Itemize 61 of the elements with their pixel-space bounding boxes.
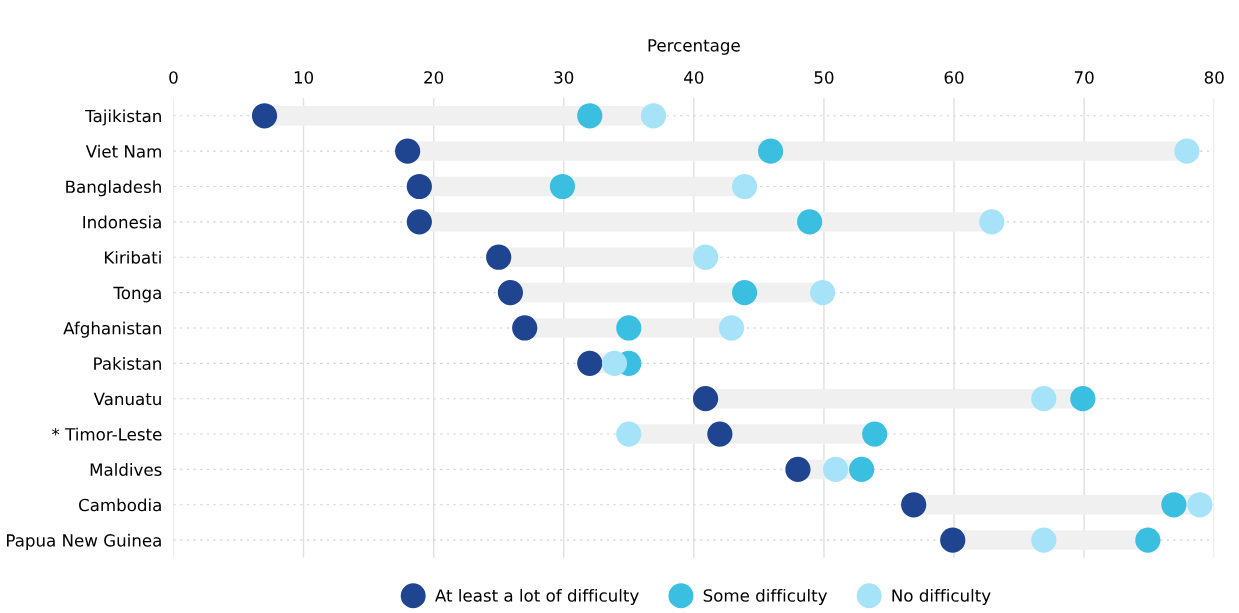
y-tick-label: Papua New Guinea bbox=[7, 533, 161, 550]
point bbox=[1031, 527, 1057, 553]
y-tick-label: Kiribati bbox=[104, 250, 161, 264]
point bbox=[901, 492, 927, 518]
point bbox=[862, 421, 888, 447]
legend-label: Some difficulty bbox=[703, 588, 828, 606]
point bbox=[823, 456, 849, 483]
point bbox=[707, 421, 733, 447]
point bbox=[1031, 386, 1057, 412]
y-tick-label: Cambodia bbox=[78, 498, 161, 512]
point bbox=[549, 173, 576, 200]
x-tick-label: 70 bbox=[1074, 71, 1094, 84]
point bbox=[577, 103, 603, 129]
x-tick-label: 30 bbox=[554, 71, 574, 84]
point bbox=[251, 103, 278, 129]
x-tick-label: 40 bbox=[684, 71, 704, 84]
point bbox=[718, 315, 745, 341]
y-tick-label: Pakistan bbox=[94, 356, 161, 370]
y-tick-label: Tajikistan bbox=[85, 109, 161, 126]
legend-label: At least a lot of difficulty bbox=[435, 588, 639, 606]
point bbox=[979, 209, 1005, 235]
point bbox=[497, 279, 524, 306]
point bbox=[1161, 492, 1187, 518]
y-tick-label: Viet Nam bbox=[85, 144, 161, 158]
point bbox=[640, 103, 667, 129]
point bbox=[797, 209, 823, 235]
point bbox=[616, 315, 642, 341]
x-tick-label: 80 bbox=[1204, 71, 1224, 84]
point bbox=[1135, 527, 1161, 553]
point bbox=[406, 173, 432, 200]
point bbox=[1174, 138, 1200, 164]
point bbox=[692, 386, 719, 412]
point bbox=[785, 456, 811, 483]
x-axis-title: Percentage bbox=[648, 39, 740, 55]
x-tick-label: 10 bbox=[294, 71, 314, 84]
point bbox=[692, 244, 719, 270]
point bbox=[757, 138, 784, 164]
point bbox=[1070, 386, 1096, 412]
point bbox=[849, 456, 875, 483]
x-tick-label: 0 bbox=[169, 71, 178, 84]
point bbox=[512, 315, 538, 341]
point bbox=[1187, 492, 1213, 518]
x-tick-label: 50 bbox=[814, 71, 834, 84]
y-tick-label: Afghanistan bbox=[63, 321, 161, 338]
y-tick-label: * Timor-Leste bbox=[51, 427, 162, 441]
point bbox=[395, 138, 421, 164]
x-tick-label: 60 bbox=[944, 71, 964, 84]
x-tick-label: 20 bbox=[424, 71, 444, 84]
point bbox=[731, 173, 758, 200]
y-tick-label: Maldives bbox=[90, 463, 162, 476]
y-tick-label: Vanuatu bbox=[93, 392, 161, 406]
point bbox=[486, 244, 512, 270]
point bbox=[406, 209, 432, 235]
point bbox=[940, 527, 966, 553]
point bbox=[616, 421, 642, 447]
y-tick-label: Indonesia bbox=[83, 215, 161, 229]
point bbox=[731, 279, 758, 306]
legend-label: No difficulty bbox=[892, 588, 991, 606]
point bbox=[810, 279, 836, 306]
y-tick-label: Tonga bbox=[113, 286, 161, 303]
y-tick-label: Bangladesh bbox=[66, 180, 161, 197]
